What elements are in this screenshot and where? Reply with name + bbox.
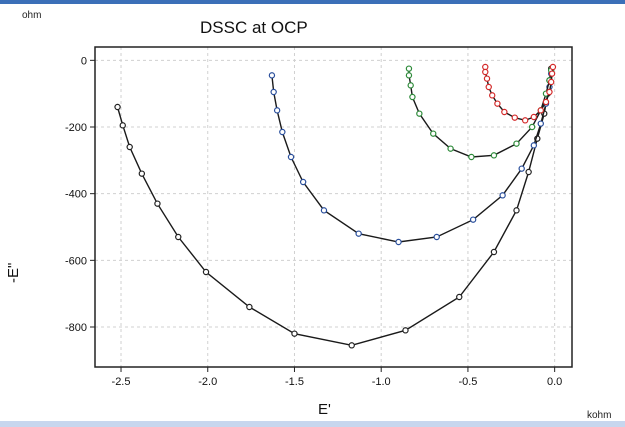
data-point [549, 63, 557, 71]
data-point [355, 230, 362, 237]
data-point [402, 327, 409, 334]
data-point [528, 123, 536, 131]
data-point [246, 303, 253, 311]
y-tick-label: -400 [65, 189, 87, 201]
series-line [116, 68, 552, 347]
x-tick-label: 0.0 [547, 376, 562, 388]
data-point [430, 130, 437, 137]
data-point [513, 207, 520, 214]
data-point [409, 93, 416, 101]
x-tick-label: -2.0 [198, 376, 217, 388]
data-point [202, 268, 210, 276]
data-point [395, 238, 402, 246]
data-point [521, 117, 529, 124]
top-accent-bar [0, 0, 625, 4]
x-axis-label: E' [318, 401, 331, 418]
y-tick-label: 0 [81, 55, 87, 67]
data-point [518, 165, 525, 172]
x-tick-label: -1.5 [285, 376, 304, 388]
data-point [548, 70, 556, 77]
data-point [138, 170, 146, 177]
data-point [348, 342, 355, 349]
data-point [287, 153, 295, 161]
y-tick-label: -200 [65, 122, 87, 134]
x-axis-unit: kohm [587, 410, 612, 421]
plot-frame [94, 46, 573, 368]
data-point [405, 72, 413, 79]
data-point [482, 68, 489, 76]
data-point [469, 216, 477, 223]
data-point [119, 122, 126, 129]
series-line [271, 73, 552, 243]
bottom-accent-bar [0, 421, 625, 427]
data-point [499, 192, 506, 199]
series-line [408, 68, 552, 158]
data-point [270, 88, 277, 96]
y-tick-label: -800 [65, 322, 87, 334]
data-point [530, 113, 538, 121]
data-point [126, 143, 133, 151]
data-point [268, 72, 276, 79]
data-point [483, 75, 491, 82]
data-point [433, 233, 440, 241]
data-point [489, 92, 496, 99]
data-point [114, 103, 121, 111]
data-point [494, 100, 501, 107]
data-point [291, 330, 298, 337]
data-point [468, 153, 475, 161]
data-point [279, 128, 286, 136]
x-tick-label: -1.0 [372, 376, 391, 388]
data-point [407, 82, 414, 89]
data-point [490, 152, 498, 159]
data-point [273, 107, 281, 114]
data-point [530, 142, 538, 149]
data-point [456, 293, 463, 301]
y-tick-label: -600 [65, 255, 87, 267]
data-point [537, 120, 544, 127]
data-point [299, 178, 307, 186]
data-point [542, 98, 550, 106]
y-axis-unit: ohm [22, 10, 42, 21]
data-point [175, 233, 182, 241]
data-point [525, 168, 532, 176]
data-point [537, 107, 544, 114]
data-point [513, 140, 520, 147]
chart-title: DSSC at OCP [200, 18, 308, 37]
data-point [485, 83, 492, 91]
data-point [547, 78, 555, 86]
data-point [490, 248, 498, 256]
data-point [405, 65, 413, 72]
data-point [320, 207, 328, 214]
x-tick-label: -0.5 [458, 376, 477, 388]
data-point [154, 200, 161, 207]
series-line [484, 66, 554, 122]
data-point [546, 88, 553, 96]
data-point [511, 114, 518, 121]
data-point [416, 110, 423, 117]
x-tick-label: -2.5 [112, 376, 131, 388]
data-point [447, 145, 454, 152]
data-point [501, 108, 508, 116]
